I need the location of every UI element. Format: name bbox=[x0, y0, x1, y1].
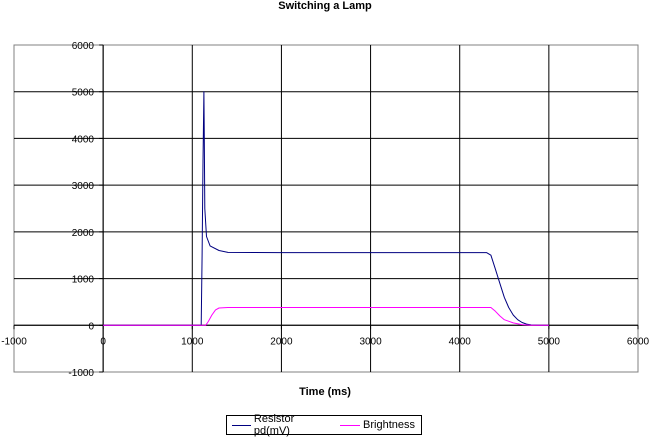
chart-title: Switching a Lamp bbox=[278, 0, 372, 12]
y-tick-label: -1000 bbox=[68, 368, 94, 379]
series-line-brightness bbox=[103, 307, 549, 326]
y-tick-label: 2000 bbox=[72, 228, 95, 239]
legend: Resistor pd(mV) Brightness bbox=[226, 413, 422, 437]
y-tick-label: 6000 bbox=[72, 41, 95, 52]
y-tick-label: 3000 bbox=[72, 181, 95, 192]
series-line-resistor bbox=[103, 91, 549, 326]
gridlines bbox=[14, 45, 638, 372]
x-tick-label: 0 bbox=[100, 336, 106, 347]
x-tick-label: 4000 bbox=[449, 336, 472, 347]
x-axis-label: Time (ms) bbox=[299, 386, 351, 398]
x-tick-label: 6000 bbox=[627, 336, 650, 347]
tick-labels: -1000 0 1000 2000 3000 4000 5000 6000 -1000 0 1000… bbox=[1, 41, 649, 379]
y-tick-label: 4000 bbox=[72, 134, 95, 145]
y-tick-label: 1000 bbox=[72, 275, 95, 286]
legend-item-brightness: Brightness bbox=[340, 419, 415, 431]
series-lines bbox=[103, 91, 549, 326]
x-tick-label: 3000 bbox=[359, 336, 382, 347]
x-tick-label: 1000 bbox=[181, 336, 204, 347]
x-tick-label: 5000 bbox=[538, 336, 561, 347]
y-tick-label: 5000 bbox=[72, 88, 95, 99]
legend-swatch-resistor bbox=[232, 424, 251, 426]
legend-item-resistor: Resistor pd(mV) bbox=[232, 413, 329, 437]
legend-label-resistor: Resistor pd(mV) bbox=[253, 413, 295, 437]
x-tick-label: -1000 bbox=[1, 336, 27, 347]
y-tick-label: 0 bbox=[88, 321, 94, 332]
legend-label-brightness: Brightness bbox=[363, 419, 415, 431]
plot-area bbox=[13, 44, 639, 373]
legend-swatch-brightness bbox=[340, 424, 361, 426]
x-tick-label: 2000 bbox=[270, 336, 293, 347]
